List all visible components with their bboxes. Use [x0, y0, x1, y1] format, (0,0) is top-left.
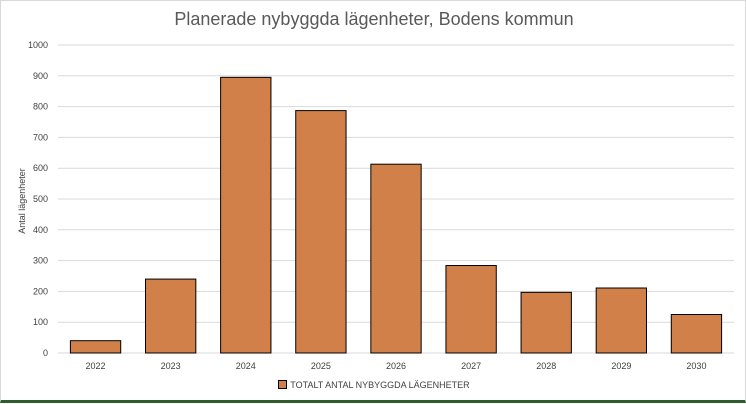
y-tick-label: 600 — [33, 163, 48, 173]
y-tick-label: 1000 — [28, 40, 48, 50]
y-tick-label: 900 — [33, 71, 48, 81]
legend: TOTALT ANTAL NYBYGGDA LÄGENHETER — [1, 380, 746, 390]
bar — [520, 291, 572, 354]
y-tick-label: 500 — [33, 194, 48, 204]
x-tick-label: 2022 — [86, 361, 106, 371]
y-tick-label: 700 — [33, 132, 48, 142]
bar — [145, 278, 197, 354]
x-tick-label: 2027 — [461, 361, 481, 371]
y-tick-label: 300 — [33, 256, 48, 266]
bar — [69, 340, 122, 354]
y-tick-label: 800 — [33, 102, 48, 112]
bar — [445, 265, 497, 354]
x-tick-label: 2024 — [236, 361, 256, 371]
y-tick-label: 200 — [33, 286, 48, 296]
legend-swatch — [278, 380, 288, 389]
chart-title: Planerade nybyggda lägenheter, Bodens ko… — [174, 9, 574, 29]
x-tick-label: 2028 — [536, 361, 556, 371]
x-tick-label: 2025 — [311, 361, 331, 371]
y-tick-label: 100 — [33, 317, 48, 327]
bar — [595, 287, 647, 354]
bar — [220, 76, 272, 354]
bar — [295, 110, 347, 354]
y-tick-label: 0 — [43, 348, 48, 358]
legend-label: TOTALT ANTAL NYBYGGDA LÄGENHETER — [290, 380, 470, 390]
x-tick-label: 2030 — [686, 361, 706, 371]
bar — [370, 163, 422, 354]
x-tick-label: 2029 — [611, 361, 631, 371]
x-tick-label: 2026 — [386, 361, 406, 371]
y-tick-label: 400 — [33, 225, 48, 235]
x-tick-label: 2023 — [161, 361, 181, 371]
bar — [670, 314, 723, 354]
